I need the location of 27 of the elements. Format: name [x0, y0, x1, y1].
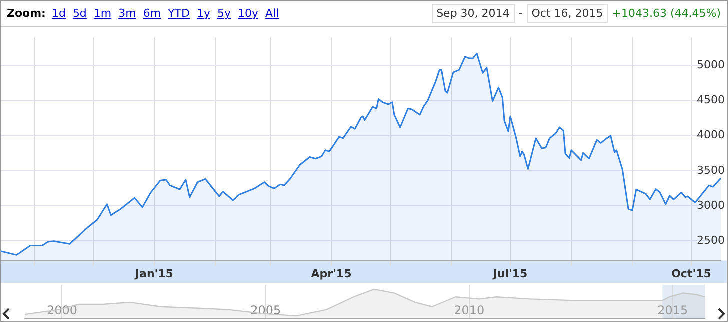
text: 10y [238, 7, 259, 20]
text: All [266, 7, 280, 20]
text: 5d [72, 7, 87, 20]
x-tick-label: 2015 [658, 303, 688, 318]
y-tick-label: 3500 [697, 164, 725, 177]
text: YTD [168, 7, 190, 20]
x-tick-label: 2010 [454, 303, 485, 318]
text: 1d [52, 7, 66, 20]
y-tick-label: 3000 [697, 198, 725, 212]
text: 3m [118, 7, 136, 20]
text: 1y [197, 7, 211, 20]
x-tick-label: Apr'15 [311, 267, 352, 280]
y-tick-label: 4500 [697, 94, 725, 107]
x-tick-label: Oct'15 [672, 267, 712, 280]
text: 1m [94, 7, 112, 20]
y-tick-label: 2500 [697, 234, 725, 248]
text: Sep 30, 2014 [432, 4, 515, 23]
y-tick-label: 5000 [697, 58, 725, 72]
y-tick-label: 4000 [697, 128, 725, 142]
text: 6m [143, 7, 162, 20]
text: - [518, 7, 523, 20]
text: 5y [218, 7, 232, 20]
text: Oct 16, 2015 [526, 4, 608, 23]
text: Zoom: [7, 7, 46, 20]
x-tick-label: Jul'15 [492, 267, 528, 280]
x-tick-label: Jan'15 [134, 267, 174, 280]
text: +1043.63 (44.45%) [612, 7, 721, 20]
